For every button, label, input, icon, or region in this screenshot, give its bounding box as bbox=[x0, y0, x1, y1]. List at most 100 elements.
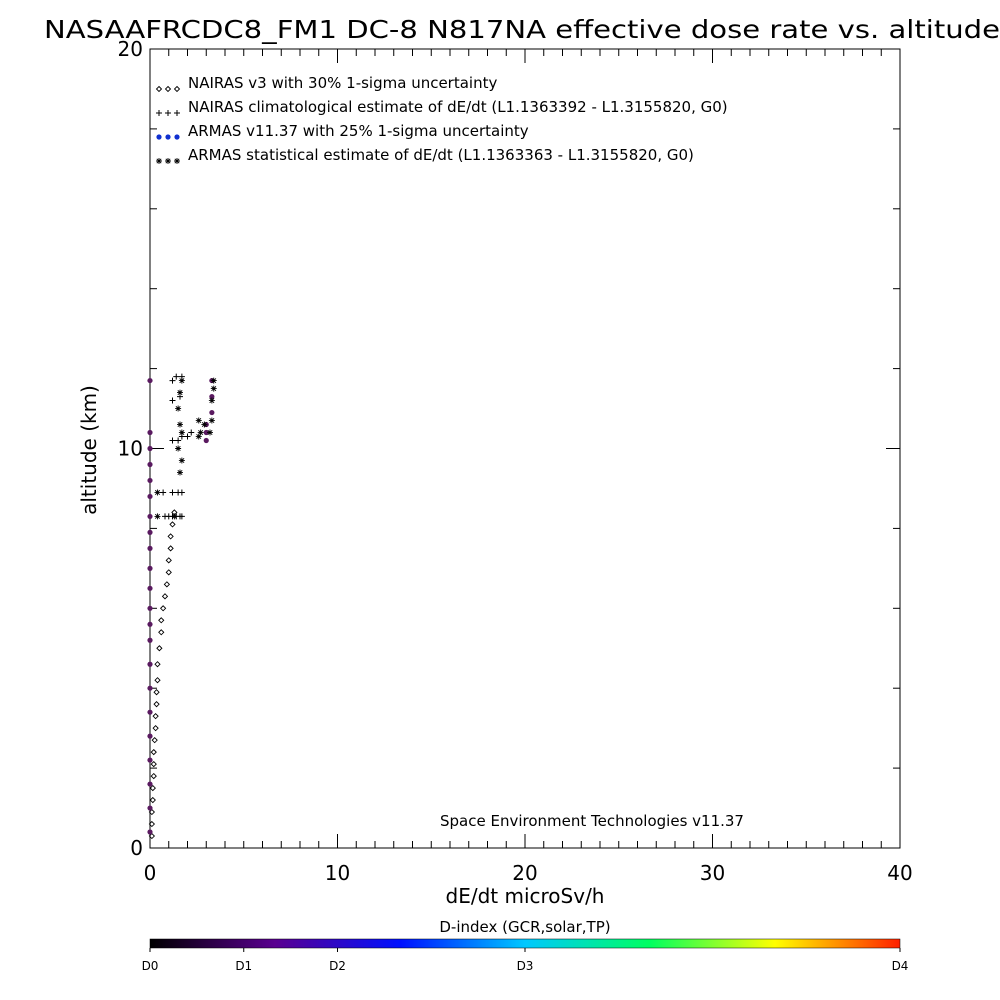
data-point-dot bbox=[147, 661, 153, 667]
data-point-asterisk bbox=[177, 469, 183, 476]
data-point-dot bbox=[209, 409, 215, 416]
y-tick-label: 0 bbox=[130, 836, 143, 860]
data-point-dot bbox=[147, 605, 153, 611]
legend-label: NAIRAS v3 with 30% 1-sigma uncertainty bbox=[188, 74, 497, 92]
legend-marker-dot bbox=[165, 134, 171, 140]
legend-marker-diamond bbox=[155, 85, 163, 93]
data-point-asterisk bbox=[178, 377, 185, 384]
legend-marker-plus bbox=[165, 110, 171, 116]
data-point-plus bbox=[173, 373, 180, 380]
plot-area: 0 10 20 30 40 0 10 20 bbox=[118, 37, 913, 885]
data-point-dot bbox=[203, 437, 209, 444]
data-point-diamond bbox=[158, 617, 165, 624]
x-axis-label: dE/dt microSv/h bbox=[446, 884, 605, 908]
legend-marker-dot bbox=[174, 134, 180, 140]
data-point-diamond bbox=[151, 736, 158, 744]
data-point-asterisk bbox=[154, 513, 161, 520]
data-point-plus bbox=[169, 437, 176, 444]
data-point-asterisk bbox=[178, 457, 185, 464]
legend-marker-asterisk bbox=[156, 158, 162, 164]
data-point-dot bbox=[147, 445, 153, 452]
data-point-diamond bbox=[152, 713, 159, 720]
data-point-plus bbox=[178, 489, 185, 496]
colorbar-label: D2 bbox=[329, 959, 346, 973]
legend-marker-diamond bbox=[164, 85, 172, 93]
legend-marker-dot bbox=[156, 134, 162, 140]
data-point-diamond bbox=[159, 605, 167, 612]
data-point-asterisk bbox=[210, 377, 217, 384]
legend-label: ARMAS v11.37 with 25% 1-sigma uncertaint… bbox=[188, 122, 529, 140]
chart-title: NASAAFRCDC8_FM1 DC-8 N817NA effective do… bbox=[44, 15, 1000, 44]
data-point-dot bbox=[203, 429, 209, 436]
x-tick-label: 40 bbox=[887, 861, 912, 885]
data-point-dot bbox=[147, 781, 153, 787]
colorbar-title: D-index (GCR,solar,TP) bbox=[439, 918, 610, 936]
data-point-diamond bbox=[169, 521, 176, 528]
data-point-asterisk bbox=[210, 385, 217, 392]
plot-frame bbox=[149, 48, 901, 849]
colorbar-label: D1 bbox=[235, 959, 252, 973]
data-point-diamond bbox=[161, 593, 169, 600]
colorbar: D-index (GCR,solar,TP) D0 D1 D2 D3 D4 bbox=[142, 918, 909, 973]
legend-label: ARMAS statistical estimate of dE/dt (L1.… bbox=[188, 146, 694, 164]
chart-annotation: Space Environment Technologies v11.37 bbox=[440, 812, 744, 830]
data-point-plus bbox=[169, 377, 176, 384]
data-point-asterisk bbox=[195, 417, 202, 424]
data-point-diamond bbox=[167, 533, 174, 540]
data-point-diamond bbox=[153, 701, 160, 708]
colorbar-label: D0 bbox=[142, 959, 159, 973]
colorbar-label: D3 bbox=[517, 959, 534, 973]
data-point-diamond bbox=[150, 772, 157, 780]
legend-marker-diamond bbox=[173, 85, 181, 93]
data-point-asterisk bbox=[197, 429, 204, 436]
y-tick-label: 20 bbox=[118, 37, 143, 61]
data-point-dot bbox=[147, 757, 153, 763]
data-point-diamond bbox=[148, 820, 156, 828]
data-point-dot bbox=[147, 477, 153, 484]
data-point-dot bbox=[147, 513, 153, 520]
data-point-diamond bbox=[153, 689, 160, 696]
legend-marker-asterisk bbox=[165, 158, 171, 164]
data-point-dot bbox=[147, 545, 153, 551]
data-point-asterisk bbox=[177, 389, 183, 396]
legend-label: NAIRAS climatological estimate of dE/dt … bbox=[188, 98, 728, 116]
data-point-diamond bbox=[148, 808, 156, 816]
legend: NAIRAS v3 with 30% 1-sigma uncertainty NA… bbox=[155, 74, 728, 164]
data-point-dot bbox=[147, 685, 153, 691]
data-point-dot bbox=[147, 429, 153, 436]
data-point-dot bbox=[147, 565, 153, 571]
data-point-diamond bbox=[152, 725, 159, 732]
data-point-diamond bbox=[154, 677, 161, 684]
data-point-plus bbox=[169, 489, 176, 496]
data-point-dot bbox=[147, 637, 153, 643]
data-point-asterisk bbox=[208, 417, 215, 424]
data-point-diamond bbox=[158, 629, 165, 636]
data-point-diamond bbox=[156, 645, 163, 652]
data-point-asterisk bbox=[171, 513, 178, 520]
y-axis: 0 10 20 bbox=[118, 37, 900, 860]
data-point-diamond bbox=[154, 661, 161, 668]
data-point-asterisk bbox=[178, 429, 185, 436]
data-point-asterisk bbox=[195, 433, 202, 440]
colorbar-gradient bbox=[149, 938, 901, 949]
x-tick-label: 10 bbox=[325, 861, 350, 885]
data-point-asterisk bbox=[208, 397, 215, 404]
data-point-dot bbox=[147, 529, 153, 535]
x-axis: 0 10 20 30 40 bbox=[144, 49, 913, 885]
x-tick-label: 30 bbox=[700, 861, 725, 885]
data-point-diamond bbox=[167, 545, 174, 552]
legend-marker-plus bbox=[174, 110, 180, 116]
data-point-asterisk bbox=[207, 429, 213, 436]
data-point-diamond bbox=[165, 569, 172, 576]
data-point-diamond bbox=[150, 748, 157, 756]
data-point-plus bbox=[160, 489, 167, 496]
x-tick-label: 0 bbox=[144, 861, 157, 885]
data-point-dot bbox=[147, 733, 153, 739]
x-tick-label: 20 bbox=[512, 861, 537, 885]
data-point-dot bbox=[147, 461, 153, 468]
data-point-dot bbox=[147, 493, 153, 500]
legend-marker-asterisk bbox=[174, 158, 180, 164]
data-point-asterisk bbox=[154, 489, 161, 496]
data-point-diamond bbox=[148, 832, 156, 840]
data-point-diamond bbox=[163, 581, 171, 588]
